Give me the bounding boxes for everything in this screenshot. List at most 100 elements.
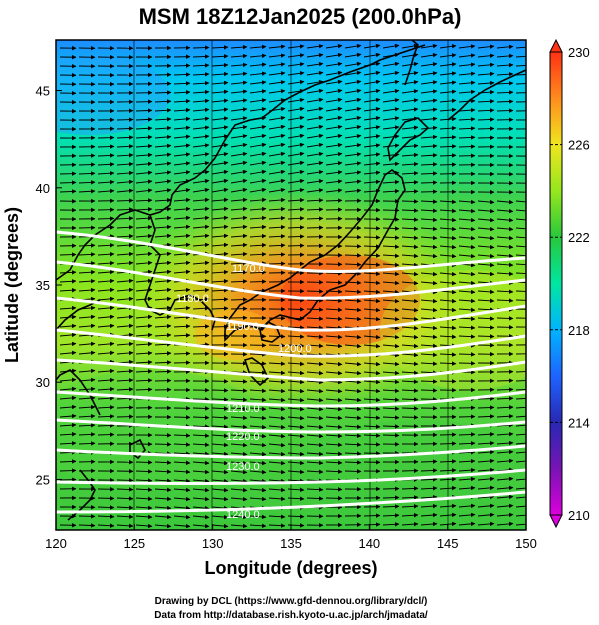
wind-arrow xyxy=(287,44,305,49)
wind-arrow xyxy=(154,197,172,203)
wind-arrow xyxy=(382,107,400,112)
x-tick-label: 145 xyxy=(437,536,459,551)
wind-arrow xyxy=(401,116,419,121)
wind-arrow xyxy=(420,343,438,349)
wind-arrow xyxy=(363,115,381,121)
wind-arrow xyxy=(230,442,248,448)
wind-arrow xyxy=(173,305,191,311)
wind-arrow xyxy=(420,180,438,185)
wind-arrow xyxy=(192,161,210,166)
wind-arrow xyxy=(192,487,210,493)
wind-arrow xyxy=(458,298,476,304)
wind-arrow xyxy=(306,361,324,367)
wind-arrow xyxy=(230,187,248,193)
wind-arrow xyxy=(192,469,210,475)
wind-arrow xyxy=(230,433,248,439)
wind-arrow xyxy=(116,278,134,284)
wind-arrow xyxy=(382,143,400,148)
wind-arrow xyxy=(268,62,286,67)
wind-arrow xyxy=(439,107,457,113)
wind-arrow xyxy=(439,298,457,304)
wind-arrow xyxy=(97,251,115,257)
wind-arrow xyxy=(496,108,514,113)
wind-arrow xyxy=(306,160,324,166)
wind-arrow xyxy=(154,305,172,311)
wind-arrow xyxy=(249,252,267,257)
wind-arrow xyxy=(325,370,343,376)
wind-arrow xyxy=(154,90,172,95)
wind-arrow xyxy=(496,503,514,509)
wind-arrow xyxy=(78,341,96,347)
wind-arrow xyxy=(401,504,419,509)
wind-arrow xyxy=(306,61,324,67)
wind-arrow xyxy=(78,162,96,167)
wind-arrow xyxy=(268,261,286,266)
contour-label-1180: 1180.0 xyxy=(176,293,209,305)
wind-arrow xyxy=(420,244,438,250)
wind-arrow xyxy=(344,406,362,412)
wind-arrow xyxy=(420,361,438,366)
colorbar-tick-label: 210 xyxy=(568,508,590,523)
wind-arrow xyxy=(306,216,324,221)
contour-labels: 1170.0 1180.0 1190.0 1200.0 1210.0 1220.… xyxy=(176,263,312,521)
wind-arrow xyxy=(477,289,495,295)
wind-arrow xyxy=(325,397,343,403)
wind-arrow xyxy=(420,171,438,176)
wind-arrow xyxy=(496,99,514,104)
wind-arrow xyxy=(306,198,324,203)
wind-arrow xyxy=(439,153,457,158)
wind-arrow xyxy=(420,235,438,241)
wind-arrow xyxy=(496,71,514,77)
x-tick-label: 150 xyxy=(515,536,537,551)
wind-arrow xyxy=(135,359,153,365)
wind-arrow xyxy=(401,161,419,167)
wind-arrow xyxy=(78,377,96,383)
wind-arrow xyxy=(382,43,400,49)
wind-arrow xyxy=(249,44,267,50)
wind-arrow xyxy=(173,433,191,438)
wind-arrow xyxy=(211,178,229,184)
wind-arrow xyxy=(116,514,134,520)
wind-arrow xyxy=(59,314,77,320)
wind-arrow xyxy=(249,124,267,130)
wind-arrow xyxy=(515,55,526,58)
wind-arrow xyxy=(363,298,381,304)
wind-arrow xyxy=(344,170,362,175)
wind-arrow xyxy=(325,170,343,175)
wind-arrow xyxy=(458,144,476,149)
wind-arrow xyxy=(59,377,77,383)
wind-arrow xyxy=(97,287,115,293)
wind-arrow xyxy=(59,350,77,356)
wind-arrow xyxy=(420,116,438,122)
wind-arrow xyxy=(325,151,343,157)
wind-arrow xyxy=(382,226,400,231)
wind-arrow xyxy=(249,169,267,175)
wind-arrow xyxy=(382,424,400,429)
wind-arrow xyxy=(116,198,134,203)
wind-arrow xyxy=(306,424,324,430)
wind-arrow xyxy=(363,70,381,76)
wind-arrow xyxy=(344,424,362,430)
wind-arrow xyxy=(439,98,457,104)
wind-arrow xyxy=(325,343,343,349)
wind-arrow xyxy=(325,161,343,166)
wind-arrow xyxy=(515,263,526,266)
wind-arrow xyxy=(97,377,115,383)
wind-arrow xyxy=(268,451,286,457)
wind-arrow xyxy=(477,99,495,104)
credit-data-source: Data from http://database.rish.kyoto-u.a… xyxy=(154,610,428,621)
wind-arrow xyxy=(496,253,514,259)
wind-arrow xyxy=(458,226,476,232)
wind-arrow xyxy=(515,388,526,391)
wind-arrow xyxy=(382,179,400,185)
wind-arrow xyxy=(382,125,400,130)
wind-arrow xyxy=(287,460,305,466)
wind-arrow xyxy=(192,206,210,212)
wind-arrow xyxy=(458,280,476,286)
wind-arrow xyxy=(477,244,495,250)
wind-arrow xyxy=(515,254,526,257)
wind-arrow xyxy=(325,442,343,448)
wind-arrow xyxy=(211,125,229,130)
wind-arrow xyxy=(192,451,210,457)
